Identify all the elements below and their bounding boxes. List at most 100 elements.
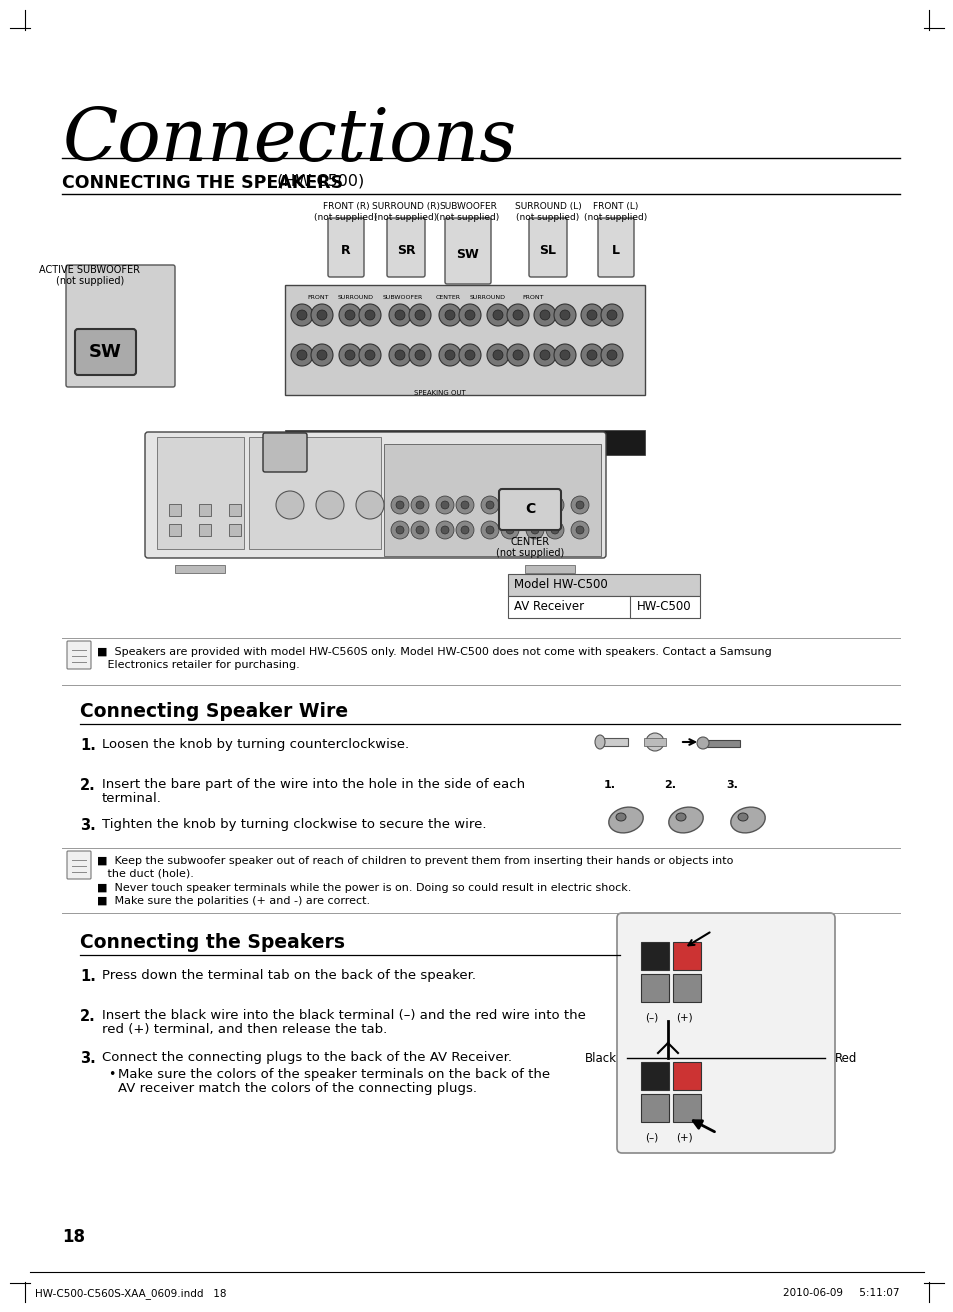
Text: SR: SR	[396, 244, 415, 257]
Text: SW: SW	[89, 342, 121, 361]
Text: 1.: 1.	[603, 781, 616, 790]
Text: 3.: 3.	[80, 817, 95, 833]
FancyBboxPatch shape	[672, 974, 700, 1002]
Text: CONNECTING THE SPEAKERS: CONNECTING THE SPEAKERS	[62, 174, 343, 192]
Text: FRONT: FRONT	[307, 295, 329, 300]
Circle shape	[554, 304, 576, 325]
Text: SUBWOOFER: SUBWOOFER	[438, 202, 497, 211]
Circle shape	[571, 521, 588, 539]
Circle shape	[464, 350, 475, 359]
Ellipse shape	[595, 735, 604, 749]
FancyBboxPatch shape	[498, 489, 560, 530]
Circle shape	[554, 344, 576, 366]
Text: (not supplied): (not supplied)	[374, 213, 437, 222]
Circle shape	[580, 344, 602, 366]
Text: red (+) terminal, and then release the tab.: red (+) terminal, and then release the t…	[102, 1023, 387, 1036]
Bar	[507, 575, 700, 596]
Circle shape	[600, 344, 622, 366]
Text: (+): (+)	[675, 1134, 692, 1143]
Circle shape	[456, 521, 474, 539]
Circle shape	[444, 350, 455, 359]
Circle shape	[486, 304, 509, 325]
FancyBboxPatch shape	[672, 1061, 700, 1090]
Bar	[599, 737, 627, 747]
Circle shape	[486, 344, 509, 366]
Circle shape	[513, 310, 522, 320]
Circle shape	[586, 350, 597, 359]
Ellipse shape	[676, 813, 685, 821]
Text: Make sure the colors of the speaker terminals on the back of the: Make sure the colors of the speaker term…	[118, 1068, 550, 1081]
Text: 1.: 1.	[80, 737, 95, 753]
Text: HW-C500-C560S-XAA_0609.indd   18: HW-C500-C560S-XAA_0609.indd 18	[35, 1288, 226, 1299]
Bar	[643, 737, 665, 747]
FancyBboxPatch shape	[444, 218, 491, 283]
Circle shape	[338, 304, 360, 325]
Bar	[700, 740, 740, 747]
Circle shape	[460, 526, 469, 534]
Circle shape	[534, 304, 556, 325]
Text: (not supplied): (not supplied)	[516, 213, 579, 222]
FancyBboxPatch shape	[640, 974, 668, 1002]
Text: (+): (+)	[675, 1013, 692, 1023]
Circle shape	[493, 310, 502, 320]
Circle shape	[440, 501, 449, 509]
FancyBboxPatch shape	[672, 1094, 700, 1122]
Text: Insert the bare part of the wire into the hole in the side of each: Insert the bare part of the wire into th…	[102, 778, 524, 791]
Circle shape	[456, 496, 474, 514]
Text: R: R	[341, 244, 351, 257]
Text: CENTER: CENTER	[435, 295, 460, 300]
Text: ■  Make sure the polarities (+ and -) are correct.: ■ Make sure the polarities (+ and -) are…	[97, 896, 370, 907]
Text: (–): (–)	[644, 1134, 658, 1143]
Circle shape	[571, 496, 588, 514]
FancyBboxPatch shape	[328, 218, 364, 277]
Text: (–): (–)	[644, 1013, 658, 1023]
Circle shape	[316, 350, 327, 359]
FancyBboxPatch shape	[249, 437, 380, 548]
Circle shape	[275, 491, 304, 520]
Text: Tighten the knob by turning clockwise to secure the wire.: Tighten the knob by turning clockwise to…	[102, 817, 486, 830]
Circle shape	[395, 491, 423, 520]
Circle shape	[415, 310, 424, 320]
Circle shape	[600, 304, 622, 325]
Circle shape	[415, 350, 424, 359]
Text: (not supplied): (not supplied)	[584, 213, 647, 222]
Circle shape	[389, 344, 411, 366]
Text: FRONT: FRONT	[521, 295, 543, 300]
Circle shape	[513, 350, 522, 359]
FancyBboxPatch shape	[75, 329, 136, 375]
Circle shape	[291, 344, 313, 366]
Circle shape	[480, 496, 498, 514]
Circle shape	[531, 526, 538, 534]
Circle shape	[458, 304, 480, 325]
Circle shape	[365, 350, 375, 359]
Text: Red: Red	[834, 1051, 857, 1064]
Circle shape	[345, 350, 355, 359]
Text: 3.: 3.	[80, 1051, 95, 1065]
Circle shape	[444, 310, 455, 320]
Text: Connections: Connections	[62, 105, 516, 176]
Circle shape	[458, 344, 480, 366]
Circle shape	[464, 310, 475, 320]
Text: 2.: 2.	[80, 778, 95, 792]
FancyBboxPatch shape	[67, 851, 91, 879]
Text: 2010-06-09     5:11:07: 2010-06-09 5:11:07	[782, 1288, 899, 1298]
Circle shape	[576, 501, 583, 509]
Text: ■  Keep the subwoofer speaker out of reach of children to prevent them from inse: ■ Keep the subwoofer speaker out of reac…	[97, 855, 733, 866]
FancyBboxPatch shape	[384, 443, 600, 556]
Circle shape	[315, 491, 344, 520]
Circle shape	[389, 304, 411, 325]
Text: SURROUND (L): SURROUND (L)	[514, 202, 580, 211]
Circle shape	[409, 304, 431, 325]
Bar	[229, 504, 241, 516]
Text: 1.: 1.	[80, 970, 95, 984]
Circle shape	[506, 304, 529, 325]
Circle shape	[460, 501, 469, 509]
FancyBboxPatch shape	[285, 285, 644, 395]
Circle shape	[525, 521, 543, 539]
FancyBboxPatch shape	[66, 265, 174, 387]
FancyBboxPatch shape	[617, 913, 834, 1153]
FancyBboxPatch shape	[263, 433, 307, 472]
Text: •: •	[108, 1068, 115, 1081]
Circle shape	[409, 344, 431, 366]
Circle shape	[395, 350, 405, 359]
